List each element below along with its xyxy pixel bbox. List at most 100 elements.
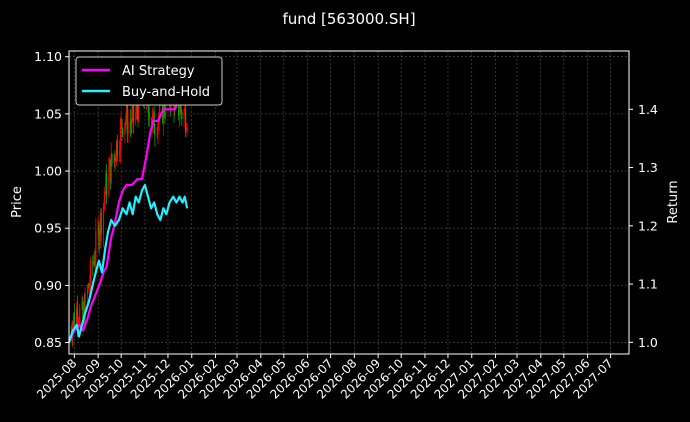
candle-body bbox=[135, 112, 137, 121]
candle-body bbox=[153, 111, 155, 134]
candle-body bbox=[86, 290, 89, 294]
candle-body bbox=[92, 261, 94, 265]
candle-body bbox=[76, 308, 78, 326]
candle-body bbox=[116, 141, 118, 156]
candle-body bbox=[127, 122, 129, 134]
candle-body bbox=[88, 284, 90, 288]
candle-body bbox=[89, 284, 91, 288]
y-right-tick-label: 1.2 bbox=[638, 218, 658, 233]
candle-body bbox=[156, 134, 158, 136]
candle-body bbox=[132, 102, 135, 121]
candle-body bbox=[164, 112, 166, 116]
candle-body bbox=[185, 130, 187, 132]
candle-body bbox=[82, 301, 84, 319]
candle-body bbox=[152, 113, 154, 125]
y-left-tick-label: 0.85 bbox=[34, 335, 62, 350]
series-lines bbox=[67, 96, 189, 343]
candle-body bbox=[93, 261, 95, 265]
candle-body bbox=[104, 193, 106, 199]
candle-body bbox=[76, 308, 79, 324]
candle-body bbox=[84, 293, 86, 326]
candle-body bbox=[92, 261, 95, 265]
candle-body bbox=[132, 102, 134, 112]
candle-body bbox=[158, 100, 161, 116]
candle-body bbox=[78, 322, 80, 324]
candle-body bbox=[103, 198, 105, 205]
candle-body bbox=[124, 122, 126, 135]
candle-body bbox=[94, 258, 96, 265]
candle-body bbox=[180, 105, 182, 113]
y-right-tick-label: 1.0 bbox=[638, 335, 658, 350]
candle-body bbox=[95, 230, 97, 259]
candle-body bbox=[135, 102, 138, 113]
candle-body bbox=[98, 225, 100, 246]
legend-box bbox=[75, 56, 223, 106]
candle-body bbox=[114, 154, 116, 161]
y-axis-right-label: Return bbox=[666, 180, 681, 223]
y-left-tick-label: 1.00 bbox=[34, 164, 62, 179]
candle-body bbox=[119, 122, 121, 151]
candle-body bbox=[152, 111, 154, 114]
candle-body bbox=[110, 153, 112, 183]
chart-title: fund [563000.SH] bbox=[282, 10, 415, 28]
candle-body bbox=[97, 225, 99, 231]
candle-body bbox=[113, 154, 115, 163]
candle-body bbox=[109, 159, 111, 169]
legend-label-buy-and-hold: Buy-and-Hold bbox=[122, 85, 210, 100]
candle-body bbox=[125, 119, 127, 123]
candle-body bbox=[100, 212, 102, 234]
candle-body bbox=[119, 150, 121, 156]
candle-body bbox=[82, 306, 85, 319]
y-axis-left-label: Price bbox=[10, 186, 25, 218]
candle-body bbox=[111, 153, 113, 163]
candle-body bbox=[179, 105, 181, 114]
plot-frame bbox=[68, 50, 630, 355]
candle-body bbox=[109, 159, 112, 183]
y-right-tick-label: 1.4 bbox=[638, 102, 658, 117]
candle-body bbox=[125, 104, 128, 120]
candle-body bbox=[185, 108, 187, 132]
y-right-tick-label: 1.3 bbox=[638, 160, 658, 175]
candle-body bbox=[137, 110, 139, 121]
y-left-tick-label: 0.90 bbox=[34, 278, 62, 293]
candle-body bbox=[89, 261, 92, 285]
y-left-tick-label: 1.05 bbox=[34, 106, 62, 121]
candle-body bbox=[130, 125, 132, 127]
candle-body bbox=[122, 128, 124, 135]
candle-body bbox=[102, 204, 105, 234]
series-line-ai-strategy bbox=[68, 96, 188, 343]
candle-body bbox=[73, 313, 75, 324]
y-axis-right: 1.0 1.1 1.2 1.3 1.4 bbox=[629, 102, 658, 350]
legend-label-ai-strategy: AI Strategy bbox=[122, 64, 195, 79]
candle-body bbox=[163, 99, 165, 113]
y-left-tick-label: 1.10 bbox=[34, 49, 62, 64]
candle-body bbox=[120, 119, 122, 123]
candle-body bbox=[181, 112, 183, 120]
candle-body bbox=[148, 117, 151, 120]
candle-body bbox=[87, 284, 89, 291]
candle-body bbox=[121, 119, 123, 129]
candle-body bbox=[148, 105, 150, 120]
candle-body bbox=[115, 160, 117, 162]
candle-body bbox=[105, 173, 108, 195]
candle-body bbox=[136, 102, 138, 111]
candle-body bbox=[157, 122, 159, 135]
candle-body bbox=[129, 122, 131, 126]
candle-body bbox=[73, 313, 75, 326]
candle-body bbox=[105, 173, 107, 194]
candle-body bbox=[99, 235, 101, 246]
y-axis-left: 0.85 0.90 0.95 1.00 1.05 1.10 bbox=[34, 49, 69, 350]
candle-body bbox=[184, 108, 186, 112]
y-right-tick-label: 1.1 bbox=[638, 277, 658, 292]
y-left-tick-label: 0.95 bbox=[34, 221, 62, 236]
series-line-buy-and-hold bbox=[67, 183, 189, 343]
candle-body bbox=[183, 111, 185, 120]
candle-body bbox=[126, 104, 128, 134]
candle-body bbox=[99, 212, 102, 236]
candle-body bbox=[131, 111, 133, 126]
candle-body bbox=[77, 322, 79, 324]
candle-body bbox=[79, 307, 81, 323]
candle-body bbox=[115, 141, 118, 161]
candle-body bbox=[186, 128, 188, 131]
